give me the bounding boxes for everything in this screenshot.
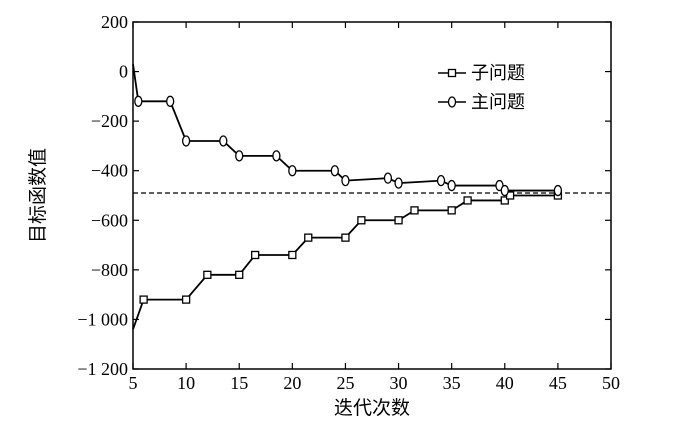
y-tick-label: −1 000 bbox=[77, 309, 128, 329]
y-tick-label: −600 bbox=[91, 210, 128, 230]
series-2 bbox=[132, 64, 563, 197]
y-tick-label: 200 bbox=[101, 12, 128, 32]
data-point-marker bbox=[288, 250, 297, 260]
data-point-marker bbox=[463, 196, 472, 205]
x-tick-label: 25 bbox=[336, 373, 354, 393]
plot-area bbox=[132, 21, 612, 370]
data-point-marker bbox=[251, 250, 260, 260]
legend-marker bbox=[447, 96, 457, 108]
data-point-marker bbox=[181, 295, 191, 304]
y-tick-label: 0 bbox=[119, 62, 128, 82]
x-tick-label: 30 bbox=[390, 373, 408, 393]
x-axis-ticks: 5 10 15 20 25 30 35 40 45 50 bbox=[129, 22, 620, 393]
data-point-marker bbox=[235, 270, 244, 279]
data-point-marker bbox=[357, 216, 366, 225]
legend-item: 子问题 bbox=[438, 63, 525, 83]
data-point-marker bbox=[139, 295, 148, 304]
data-point-marker bbox=[447, 206, 456, 215]
data-point-marker bbox=[553, 184, 563, 197]
legend-item: 主问题 bbox=[438, 92, 525, 112]
data-point-marker bbox=[304, 233, 313, 242]
series-group bbox=[132, 64, 563, 330]
x-tick-label: 40 bbox=[496, 373, 514, 393]
x-tick-label: 35 bbox=[443, 373, 461, 393]
plot-border bbox=[132, 21, 612, 370]
y-tick-label: −400 bbox=[91, 161, 128, 181]
x-axis-title: 迭代次数 bbox=[334, 397, 410, 419]
series-1 bbox=[132, 191, 563, 330]
data-point-marker bbox=[330, 165, 339, 177]
x-tick-label: 15 bbox=[230, 373, 248, 393]
data-point-marker bbox=[219, 135, 228, 147]
y-axis-title: 目标函数值 bbox=[27, 148, 49, 243]
data-point-marker bbox=[166, 95, 175, 107]
data-point-marker bbox=[181, 135, 191, 147]
data-point-marker bbox=[500, 196, 509, 205]
data-point-marker bbox=[341, 174, 350, 187]
y-axis-ticks: 200 0 −200 −400 −600 −800 −1 000 −1 200 bbox=[77, 12, 611, 379]
y-tick-label: −200 bbox=[91, 111, 128, 131]
legend-label: 主问题 bbox=[471, 92, 525, 112]
data-point-marker bbox=[134, 95, 143, 107]
data-point-marker bbox=[394, 177, 403, 189]
data-point-marker bbox=[500, 184, 509, 197]
data-point-marker bbox=[272, 150, 281, 162]
data-point-marker bbox=[341, 233, 350, 242]
legend-marker bbox=[447, 68, 457, 78]
data-point-marker bbox=[436, 174, 446, 187]
series-line bbox=[132, 64, 558, 192]
x-tick-label: 20 bbox=[283, 373, 301, 393]
x-tick-label: 10 bbox=[177, 373, 195, 393]
y-tick-label: −800 bbox=[91, 260, 128, 280]
series-line bbox=[132, 194, 558, 330]
data-point-marker bbox=[288, 165, 297, 177]
x-tick-label: 5 bbox=[129, 373, 138, 393]
data-point-marker bbox=[394, 216, 403, 225]
data-point-marker bbox=[203, 270, 212, 279]
x-tick-label: 50 bbox=[602, 373, 620, 393]
data-point-marker bbox=[410, 206, 419, 215]
legend-label: 子问题 bbox=[471, 63, 525, 83]
data-point-marker bbox=[235, 150, 244, 162]
y-tick-label: −1 200 bbox=[77, 359, 128, 379]
x-tick-label: 45 bbox=[549, 373, 567, 393]
data-point-marker bbox=[383, 172, 393, 184]
data-point-marker bbox=[447, 179, 456, 192]
